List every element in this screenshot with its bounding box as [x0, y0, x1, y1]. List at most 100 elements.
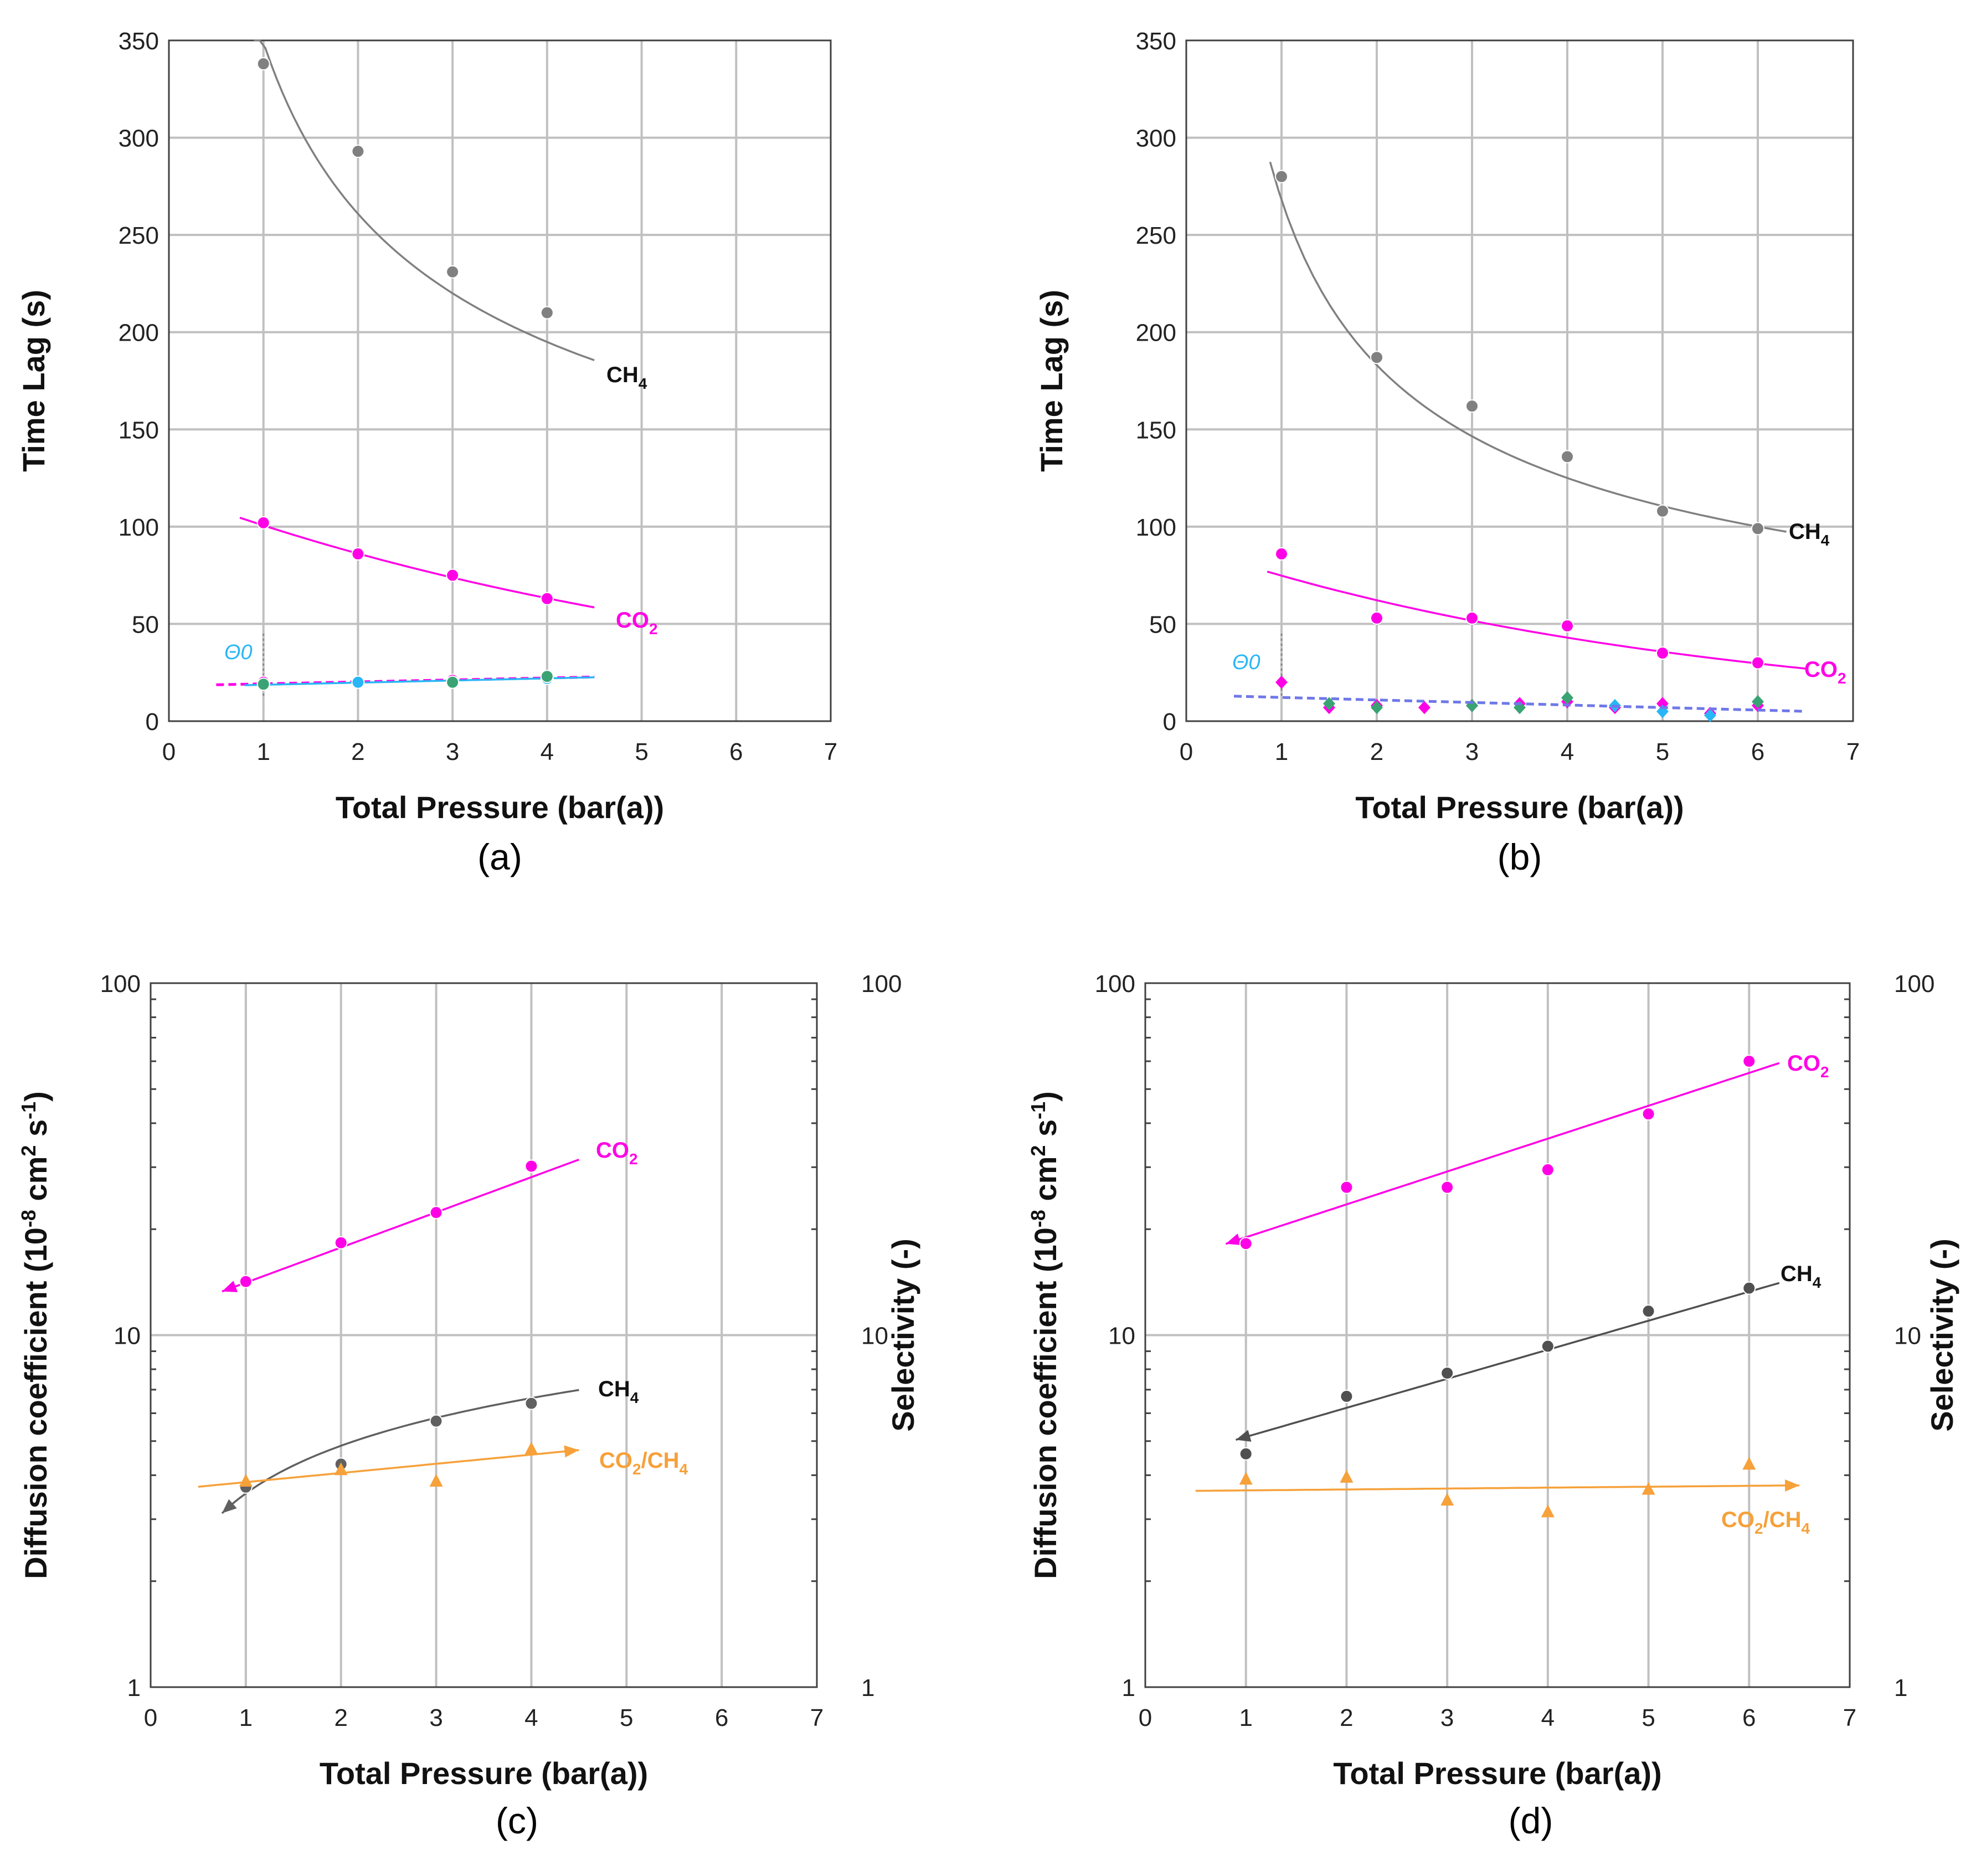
x-tick-label: 6	[715, 1704, 728, 1731]
fit-line-0-fit	[1233, 695, 1806, 713]
data-point-ch4	[1541, 1339, 1555, 1353]
series-label-part: 4	[679, 1461, 688, 1478]
data-point-ch4	[446, 265, 460, 279]
theta-label: Θ0	[1232, 651, 1260, 674]
series-label-co2: CO2	[1787, 1051, 1829, 1081]
y-tick-label: 350	[119, 28, 159, 55]
x-tick-label: 4	[524, 1704, 538, 1731]
x-axis-title: Total Pressure (bar(a))	[1355, 790, 1684, 825]
panel-label: (a)	[477, 836, 522, 877]
data-point-co2	[1541, 1163, 1555, 1176]
series-label-part: CH	[1781, 1262, 1813, 1286]
y2-axis-title: Selectivity (-)	[886, 1238, 920, 1432]
fit-line-co2-ch4	[1195, 1484, 1800, 1492]
y-axis-title: Time Lag (s)	[16, 290, 51, 472]
data-point-ch4	[1641, 1304, 1655, 1318]
y-axis-title: Diffusion coefficient (10-8 cm2 s-1)	[17, 1091, 53, 1579]
series-label-ch4: CH4	[1789, 520, 1830, 549]
y2-tick-label: 100	[861, 970, 902, 998]
arrowhead-ch4	[1236, 1430, 1252, 1442]
data-point-0-green	[1371, 701, 1383, 715]
y-tick-label: 100	[100, 970, 141, 998]
y-axis-title-part: 2	[17, 1145, 40, 1157]
y-tick-label: 200	[1136, 320, 1176, 347]
chart-panel-b: 0 1 2 3 4 5 6 7 0 50 100 150 200 250 300 350 Total Press…	[1034, 28, 1860, 877]
data-point-co2-ch4	[1239, 1472, 1253, 1485]
x-tick-label: 1	[239, 1704, 253, 1731]
data-point-co2-ch4	[239, 1473, 253, 1487]
data-point-0-green	[540, 670, 554, 683]
x-tick-label: 2	[1340, 1704, 1353, 1731]
series-label-co2-ch4: CO2/CH4	[599, 1448, 688, 1478]
data-point-co2-ch4	[334, 1462, 348, 1476]
data-point-co2-ch4	[1340, 1469, 1354, 1483]
x-tick-label: 6	[1751, 738, 1764, 765]
series-label-co2: CO2	[596, 1138, 638, 1168]
x-tick-label: 3	[446, 738, 459, 765]
fit-line-co2	[239, 517, 595, 609]
data-point-co2	[1656, 646, 1669, 660]
y2-tick-label: 10	[1894, 1323, 1921, 1350]
arrowhead-ch4	[222, 1499, 237, 1514]
series-label-part: 4	[1813, 1274, 1821, 1291]
data-point-ch4	[351, 145, 365, 158]
y-tick-label: 100	[119, 514, 159, 541]
x-tick-label: 3	[1465, 738, 1479, 765]
data-point-co2	[256, 516, 270, 530]
series-label-part: /CH	[1763, 1508, 1802, 1532]
series-label-co2: CO2	[1804, 657, 1846, 687]
series-label-part: CO	[596, 1138, 629, 1163]
y-tick-label: 100	[1136, 514, 1176, 541]
x-tick-label: 7	[1846, 738, 1860, 765]
y-tick-label: 300	[119, 125, 159, 152]
theta-label: Θ0	[224, 641, 253, 664]
x-tick-label: 1	[1275, 738, 1288, 765]
series-label-part: 2	[1838, 670, 1846, 687]
data-point-ch4	[1239, 1447, 1253, 1461]
data-point-co2	[1465, 611, 1479, 625]
series-label-part: 4	[630, 1389, 639, 1406]
data-point-co2	[524, 1159, 538, 1173]
data-point-0-magenta	[1418, 701, 1430, 715]
fit-line-co2	[1267, 570, 1806, 670]
y-axis-title: Time Lag (s)	[1034, 290, 1069, 472]
plot-frame	[168, 39, 832, 722]
data-point-co2	[1275, 547, 1288, 561]
data-point-ch4	[1275, 169, 1288, 183]
y-axis-title-part: -1	[1027, 1102, 1049, 1119]
data-point-ch4	[1656, 504, 1669, 518]
data-point-co2	[1239, 1237, 1253, 1251]
y-tick-label: 50	[1149, 611, 1176, 638]
series-label-part: 2	[629, 1150, 638, 1168]
data-point-ch4	[1440, 1366, 1454, 1380]
series-label-part: CO	[1721, 1508, 1754, 1532]
arrowhead-co2-ch4	[1785, 1479, 1800, 1492]
y-tick-label: 50	[132, 611, 159, 638]
data-point-0-green	[446, 675, 460, 689]
series-label-part: CO	[616, 608, 649, 633]
y-axis-title-part: )	[1028, 1091, 1063, 1102]
data-point-0-blue	[1704, 708, 1716, 722]
data-point-ch4	[524, 1396, 538, 1410]
y-axis-title-part: 2	[1027, 1145, 1049, 1157]
data-point-ch4	[1561, 450, 1574, 464]
y-axis-title-part: -1	[17, 1102, 40, 1119]
x-tick-label: 2	[1370, 738, 1383, 765]
series-label-co2: CO2	[616, 608, 658, 638]
data-point-co2	[1742, 1054, 1756, 1068]
x-tick-label: 2	[334, 1704, 347, 1731]
series-label-part: CO	[1804, 657, 1838, 682]
data-point-0-magenta	[1275, 675, 1288, 689]
y-tick-label: 0	[1163, 708, 1176, 736]
y-tick-label: 350	[1136, 28, 1176, 55]
fit-line-co2-ch4	[198, 1449, 579, 1488]
series-label-part: 2	[632, 1461, 641, 1478]
data-point-co2-ch4	[1641, 1482, 1655, 1495]
data-point-0-green	[1561, 691, 1573, 705]
y-axis-title-part: Diffusion coefficient (10	[1028, 1227, 1063, 1579]
y2-tick-label: 10	[861, 1323, 888, 1350]
x-tick-label: 0	[1180, 738, 1193, 765]
data-point-co2-ch4	[524, 1441, 538, 1454]
x-tick-label: 6	[729, 738, 743, 765]
y2-tick-label: 100	[1894, 970, 1934, 998]
